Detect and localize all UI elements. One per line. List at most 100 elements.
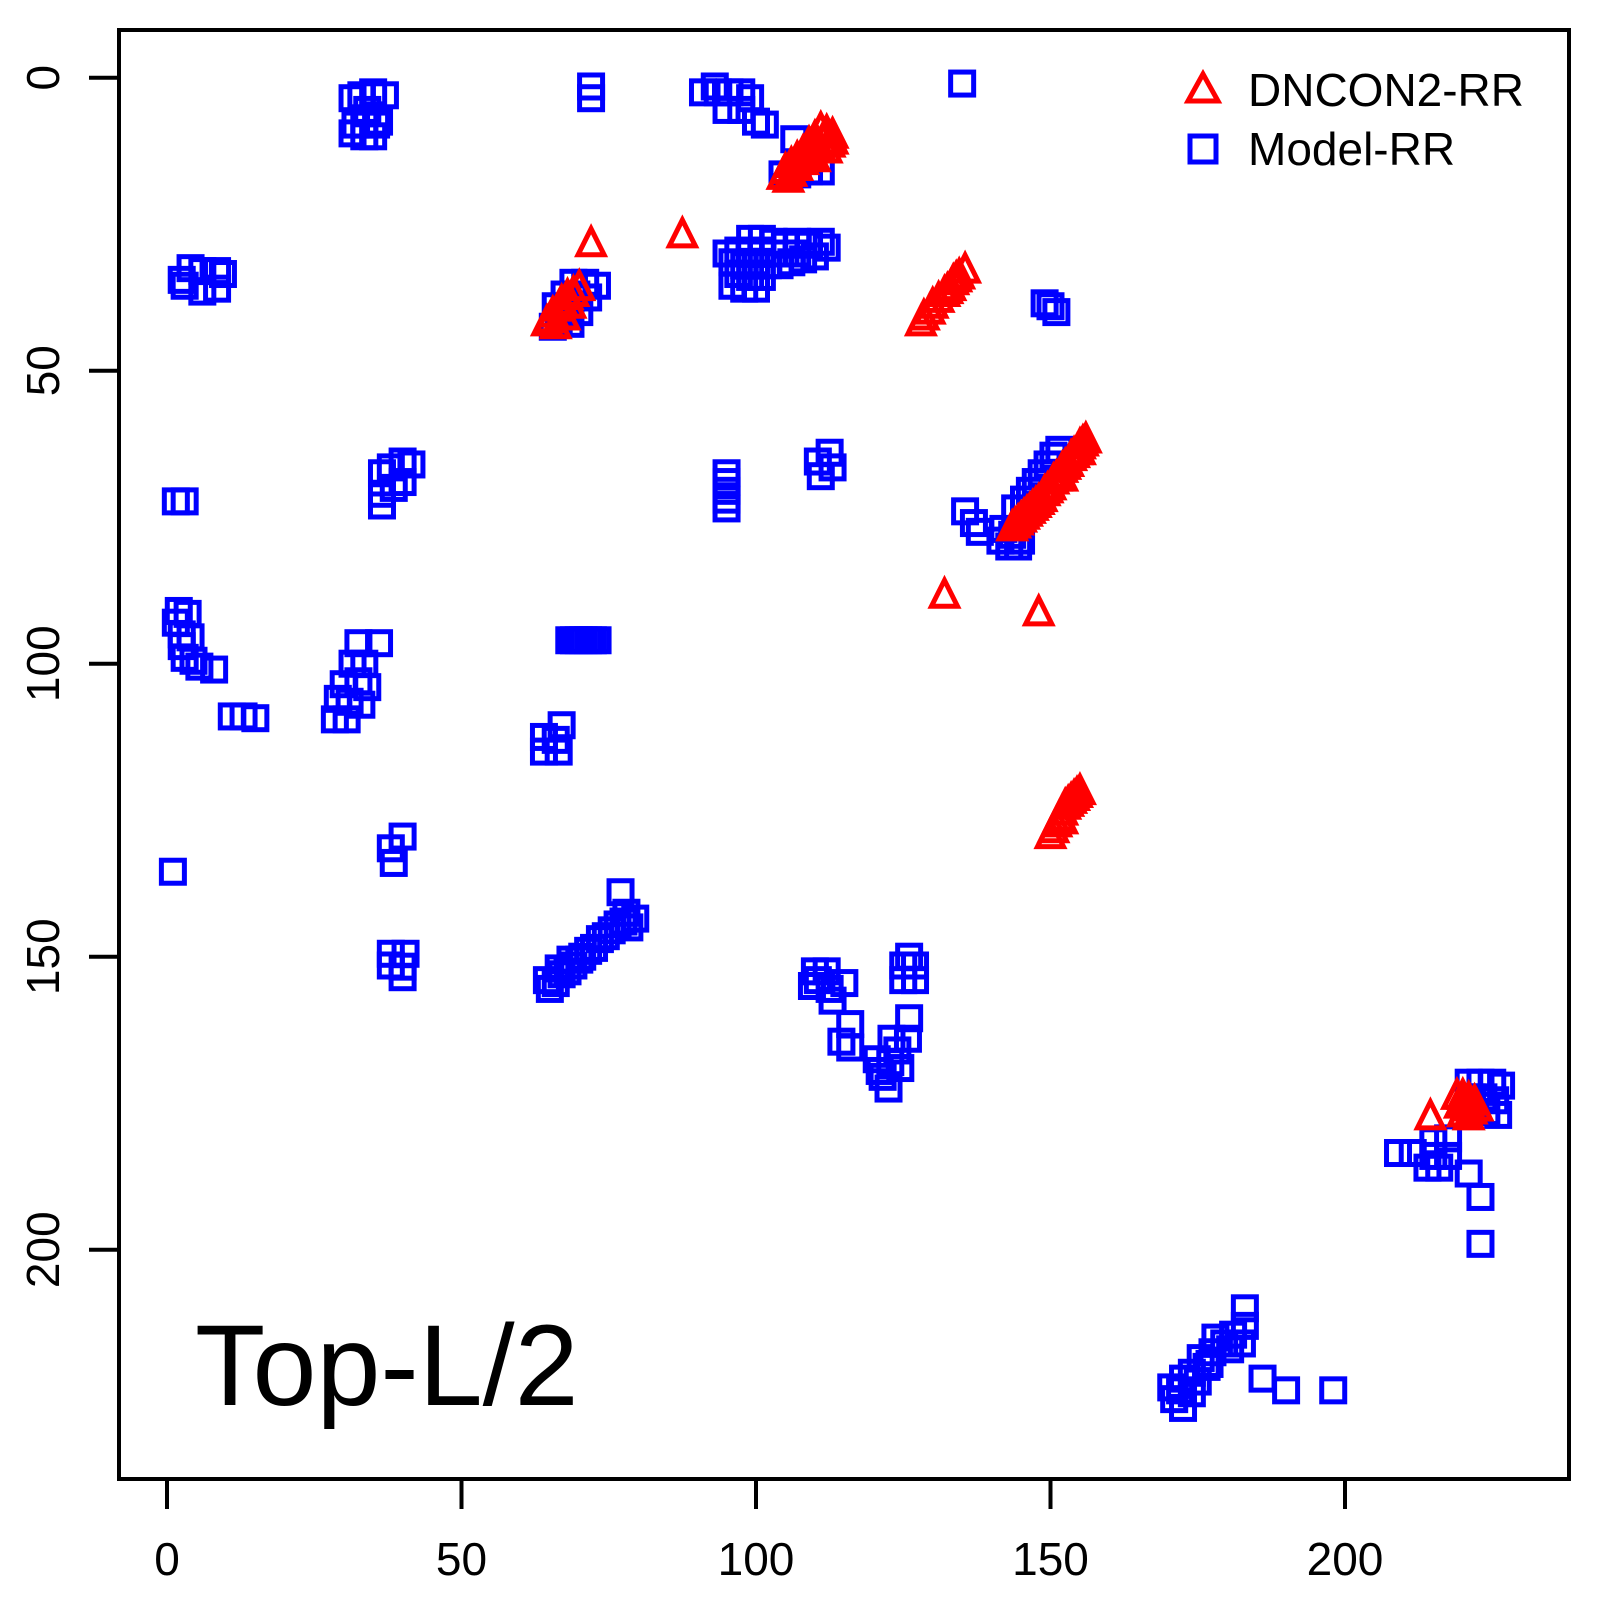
model-rr-square-marker: [161, 487, 190, 516]
dncon2-rr-triangle-marker: [927, 574, 962, 609]
model-rr-square-marker: [712, 494, 741, 523]
model-rr-square-marker: [1466, 1182, 1495, 1211]
model-rr-square-marker: [827, 1027, 856, 1056]
x-axis-tick-label: 150: [1012, 1533, 1089, 1585]
y-axis-tick-label: 0: [17, 65, 69, 91]
model-rr-square-marker: [583, 626, 612, 655]
dncon2-rr-triangle-marker: [809, 129, 844, 164]
dncon2-rr-triangle-marker: [1451, 1096, 1486, 1131]
model-rr-square-marker: [379, 848, 408, 877]
y-axis-tick-label: 100: [17, 625, 69, 702]
dncon2-rr-triangle-marker: [927, 272, 962, 308]
model-rr-square-marker: [727, 78, 756, 107]
model-rr-square-marker: [1384, 1139, 1413, 1168]
model-rr-square-marker: [797, 972, 826, 1000]
x-axis: 0 50 100 150 200: [154, 1479, 1383, 1585]
legend-square-icon: [1187, 133, 1219, 165]
model-rr-square-marker: [347, 690, 376, 719]
subset-annotation: Top-L/2: [195, 1302, 579, 1430]
dncon2-rr-triangle-marker: [562, 267, 597, 302]
model-rr-square-marker: [359, 122, 388, 151]
model-rr-square-marker: [742, 107, 770, 136]
dncon2-rr-triangle-marker: [1021, 592, 1056, 627]
model-rr-square-marker: [865, 1056, 894, 1085]
model-rr-square-marker: [397, 450, 426, 479]
model-rr-square-marker: [948, 69, 977, 98]
dncon2-rr-triangle-marker: [538, 305, 573, 340]
model-rr-square-marker: [742, 274, 770, 303]
model-rr-square-marker: [203, 257, 232, 286]
legend: DNCON2-RR Model-RR: [1183, 64, 1524, 175]
model-rr-square-marker: [379, 473, 408, 502]
y-axis: 0 50 100 150 200: [17, 65, 119, 1288]
data-points-layer: [158, 69, 1516, 1422]
dncon2-rr-triangle-marker: [1045, 800, 1080, 835]
model-rr-square-marker: [388, 468, 417, 497]
x-axis-tick-label: 100: [718, 1533, 795, 1585]
model-rr-square-marker: [1201, 1323, 1230, 1352]
model-rr-square-marker: [615, 913, 644, 942]
model-rr-square-marker: [1466, 1229, 1495, 1258]
y-axis-tick-label: 50: [17, 345, 69, 396]
model-rr-square-marker: [836, 1033, 865, 1062]
legend-label-dncon2rr: DNCON2-RR: [1248, 64, 1524, 116]
dncon2-rr-triangle-marker: [574, 223, 609, 258]
model-rr-square-marker: [1272, 1376, 1301, 1405]
model-rr-square-marker: [1219, 1320, 1248, 1349]
dncon2-rr-triangle-marker: [529, 302, 564, 337]
model-rr-square-marker: [365, 629, 394, 658]
model-rr-square-marker: [370, 81, 399, 110]
model-rr-square-marker: [529, 737, 558, 766]
model-rr-square-marker: [170, 643, 199, 672]
model-rr-square-marker: [1425, 1153, 1454, 1182]
x-axis-tick-label: 0: [154, 1533, 180, 1585]
model-rr-square-marker: [1319, 1376, 1348, 1405]
model-rr-square-marker: [806, 462, 835, 491]
model-rr-square-marker: [170, 271, 199, 300]
dncon2-rr-triangle-marker: [903, 302, 938, 337]
model-rr-square-marker: [332, 705, 361, 734]
model-rr-square-marker: [712, 95, 741, 124]
dncon2-rr-triangle-marker: [556, 272, 591, 308]
legend-label-modelrr: Model-RR: [1248, 123, 1455, 175]
dncon2-rr-triangle-marker: [995, 507, 1030, 542]
plot-border: [117, 28, 1571, 1481]
model-rr-square-marker: [1036, 292, 1065, 321]
model-rr-square-marker: [158, 857, 187, 886]
model-rr-square-marker: [203, 274, 232, 303]
model-rr-square-marker: [559, 951, 588, 980]
model-rr-square-marker: [577, 84, 606, 113]
x-axis-tick-label: 50: [436, 1533, 487, 1585]
model-rr-square-marker: [1478, 1068, 1507, 1097]
model-rr-square-marker: [376, 834, 405, 863]
dncon2-rr-triangle-marker: [771, 158, 806, 193]
model-rr-square-marker: [800, 242, 829, 271]
dncon2-rr-triangle-marker: [1062, 771, 1097, 806]
model-rr-square-marker: [188, 277, 217, 306]
model-rr-square-marker: [1248, 1364, 1277, 1393]
model-rr-square-marker: [208, 260, 237, 289]
dncon2-rr-triangle-marker: [665, 214, 700, 249]
model-rr-square-marker: [329, 670, 358, 699]
model-rr-square-marker: [612, 898, 641, 927]
model-rr-square-marker: [959, 509, 988, 538]
model-rr-square-marker: [185, 652, 214, 681]
model-rr-square-marker: [200, 655, 229, 684]
model-rr-square-marker: [544, 737, 573, 766]
model-rr-square-marker: [750, 110, 779, 139]
y-axis-tick-label: 150: [17, 918, 69, 995]
model-rr-square-marker: [803, 447, 832, 476]
model-rr-square-marker: [874, 1074, 903, 1103]
dncon2-rr-triangle-marker: [1445, 1093, 1480, 1128]
model-rr-square-marker: [1160, 1385, 1189, 1414]
model-rr-square-marker: [621, 904, 650, 933]
model-rr-square-marker: [901, 966, 930, 995]
model-rr-square-marker: [241, 704, 270, 733]
dncon2-rr-triangle-marker: [547, 296, 582, 331]
dncon2-rr-triangle-marker: [1045, 457, 1080, 492]
dncon2-rr-triangle-marker: [765, 155, 800, 190]
dncon2-rr-triangle-marker: [1062, 431, 1097, 466]
model-rr-square-marker: [818, 986, 847, 1015]
